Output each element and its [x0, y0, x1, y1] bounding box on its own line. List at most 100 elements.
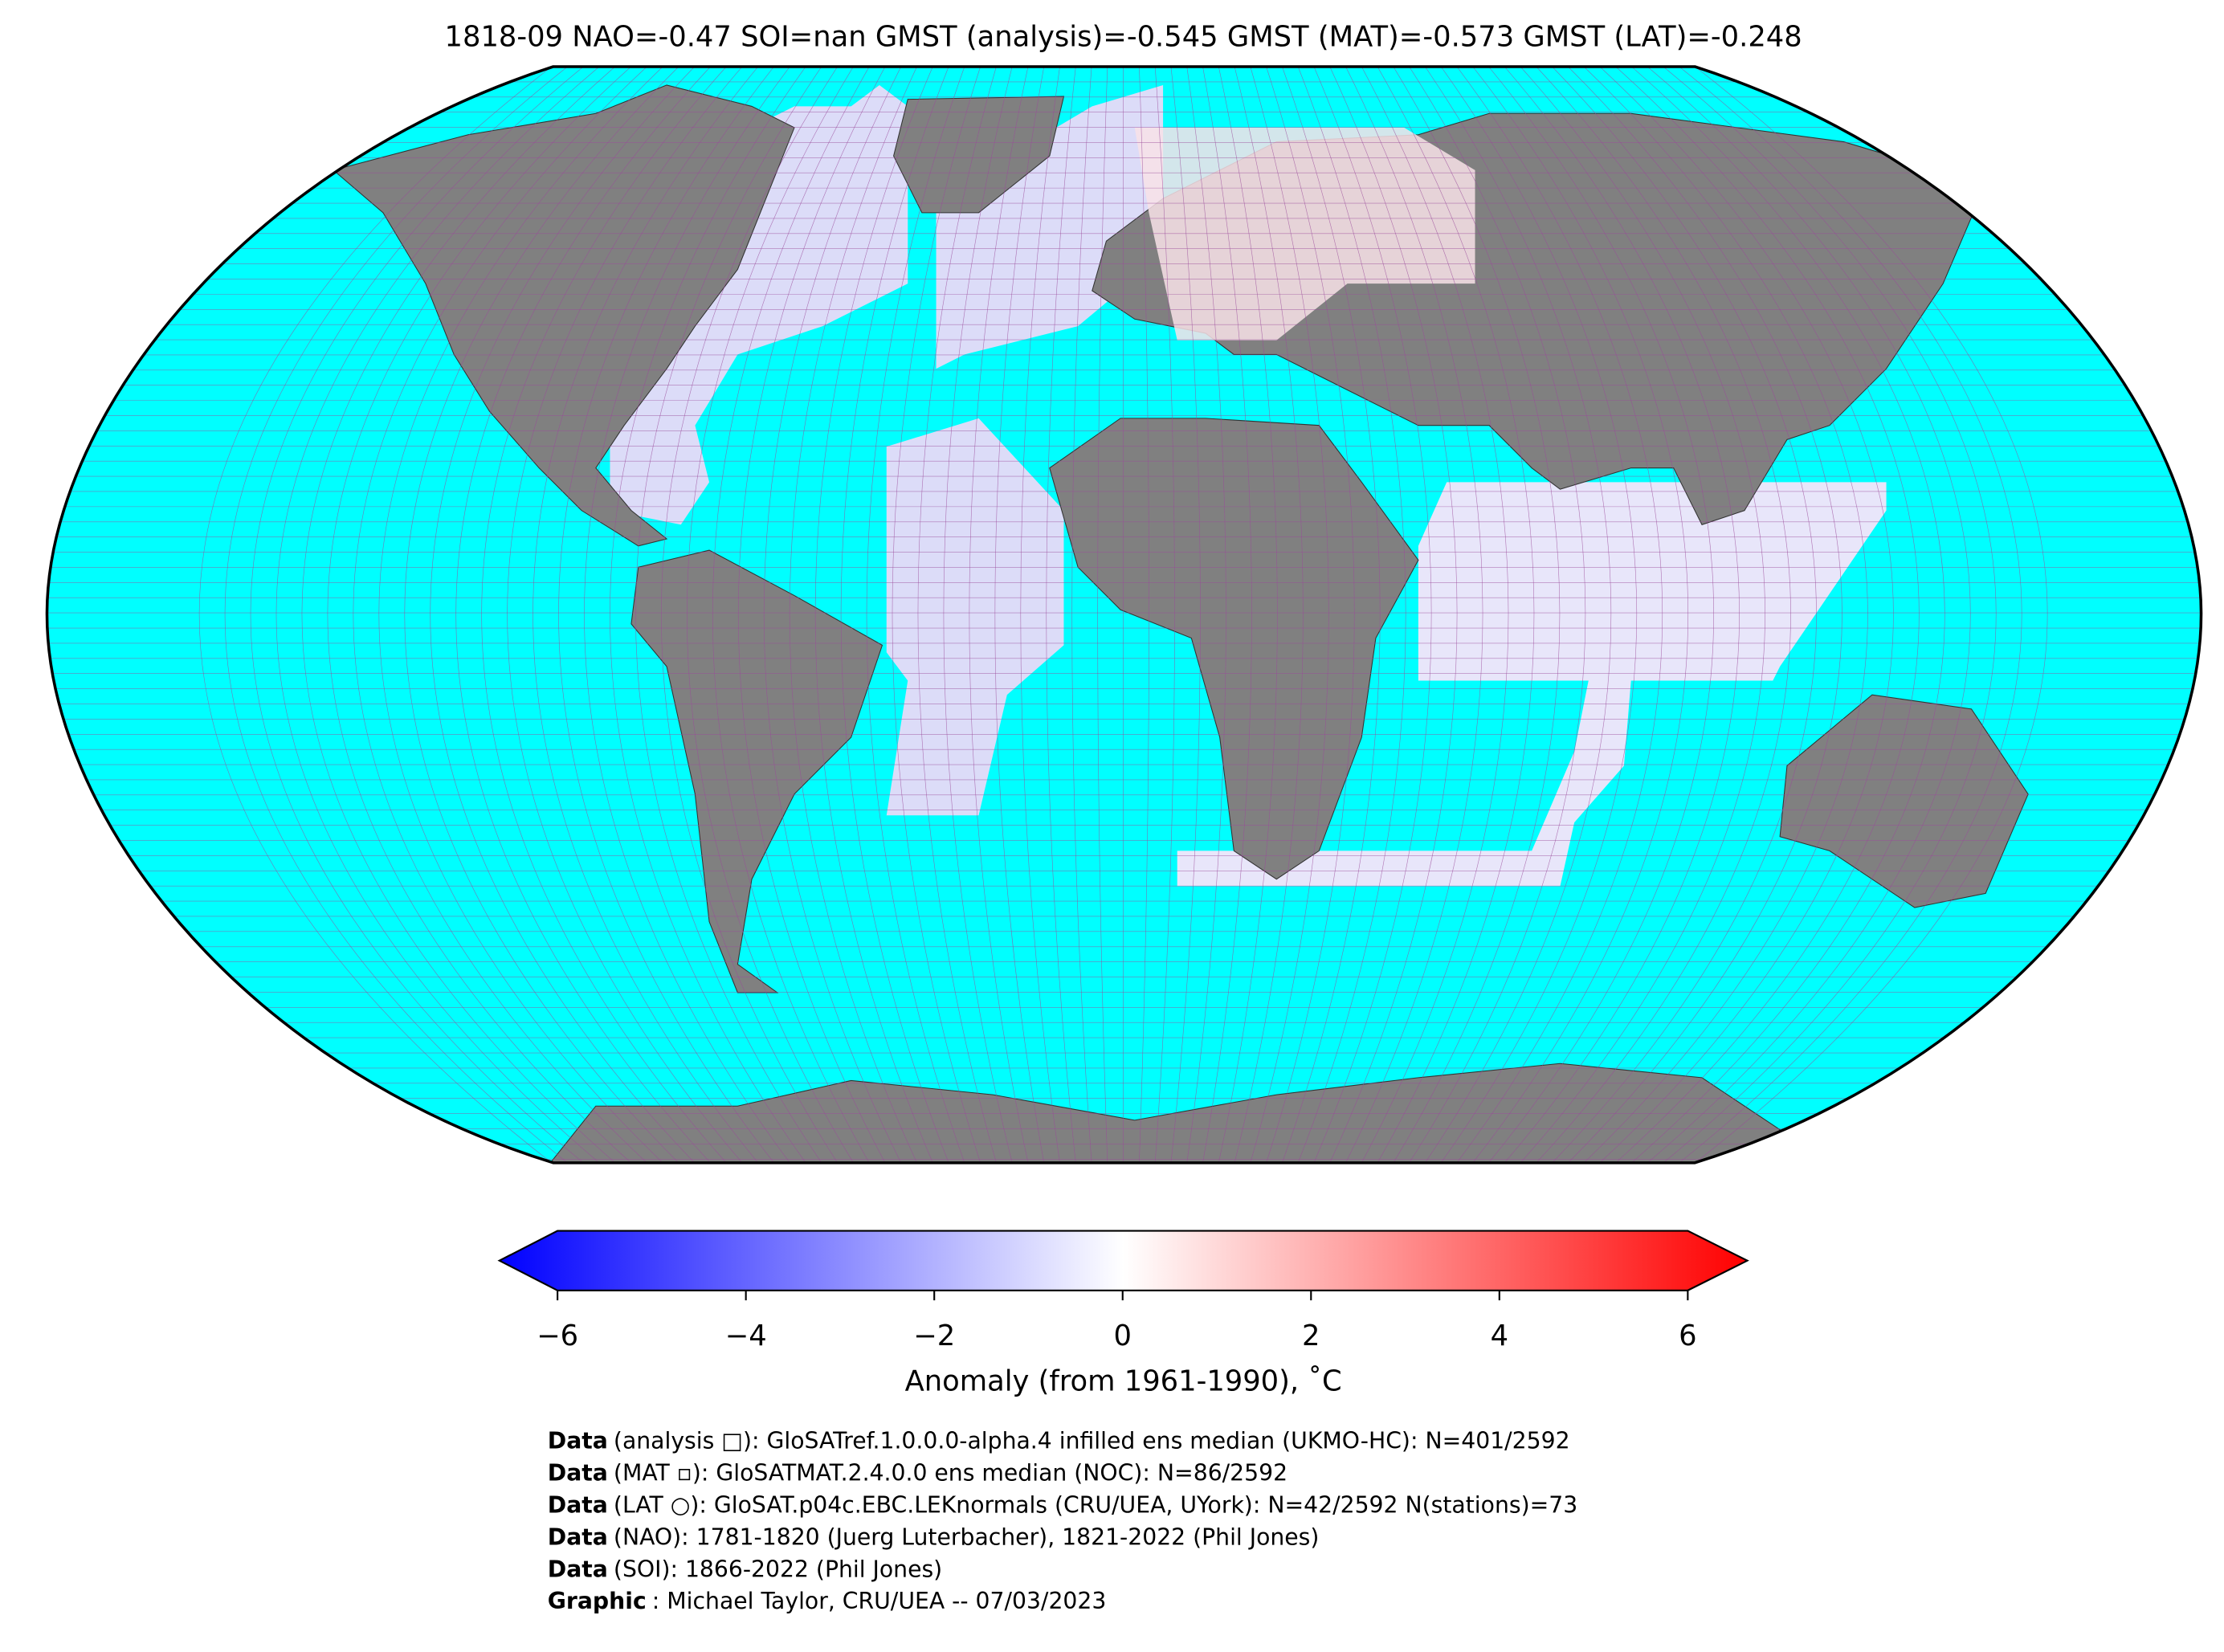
meridian — [250, 66, 584, 1163]
meridian — [584, 66, 790, 1163]
credit-bold: Data — [548, 1491, 608, 1518]
meridian — [1647, 66, 1971, 1163]
meridian — [1297, 66, 1406, 1163]
colorbar-tick-label: −2 — [913, 1320, 955, 1352]
credit-bold: Data — [548, 1460, 608, 1487]
colorbar-label: Anomaly (from 1961-1990), ˚C — [905, 1365, 1342, 1398]
meridian — [1154, 66, 1175, 1163]
meridian — [969, 66, 1029, 1163]
cell-patch — [886, 418, 1064, 816]
credit-text: : Michael Taylor, CRU/UEA -- 07/03/2023 — [652, 1588, 1107, 1614]
meridian — [840, 66, 949, 1163]
meridian — [1425, 66, 1612, 1163]
meridian — [1552, 66, 1817, 1163]
meridian — [1472, 66, 1688, 1163]
meridian — [1599, 66, 1894, 1163]
south-america — [630, 549, 883, 993]
credit-text: (NAO): 1781-1820 (Juerg Luterbacher), 18… — [614, 1524, 1319, 1550]
meridian — [1345, 66, 1483, 1163]
credit-line: Data (analysis □): GloSATref.1.0.0.0-alph… — [548, 1428, 1570, 1454]
meridian — [558, 66, 774, 1163]
credit-text: (SOI): 1866-2022 (Phil Jones) — [614, 1556, 942, 1582]
meridian — [404, 66, 679, 1163]
meridian — [353, 66, 647, 1163]
cell-patch — [1134, 127, 1475, 341]
meridian — [1097, 66, 1108, 1163]
meridian — [1186, 66, 1226, 1163]
credit-line: Data (NAO): 1781-1820 (Juerg Luterbacher)… — [548, 1524, 1320, 1550]
meridian — [1218, 66, 1278, 1163]
meridian — [1583, 66, 1868, 1163]
meridian — [1393, 66, 1561, 1163]
meridian — [814, 66, 933, 1163]
meridian — [1377, 66, 1535, 1163]
meridian — [866, 66, 965, 1163]
credit-text: (LAT ○): GloSAT.p04c.EBC.LEKnormals (CRU… — [614, 1491, 1577, 1518]
credit-text: (analysis □): GloSATref.1.0.0.0-alpha.4 … — [614, 1428, 1570, 1454]
north-america — [333, 84, 795, 547]
map — [47, 66, 2202, 1163]
meridian — [1695, 66, 2048, 1163]
meridian — [1440, 66, 1638, 1163]
meridian — [1234, 66, 1304, 1163]
meridian — [1202, 66, 1252, 1163]
meridian — [1520, 66, 1765, 1163]
credit-bold: Graphic — [548, 1588, 647, 1614]
meridian — [1170, 66, 1201, 1163]
meridian — [1361, 66, 1509, 1163]
meridian — [687, 66, 854, 1163]
meridian — [1250, 66, 1329, 1163]
meridian — [610, 66, 806, 1163]
colorbar-tick-label: 0 — [1114, 1320, 1132, 1352]
meridian — [455, 66, 711, 1163]
cell-patch — [1177, 482, 1887, 887]
meridian — [327, 66, 631, 1163]
meridian — [1615, 66, 1920, 1163]
meridian — [199, 66, 552, 1163]
meridian — [1020, 66, 1060, 1163]
meridian — [994, 66, 1045, 1163]
colorbar: Anomaly (from 1961-1990), ˚C −6 −4 −2 0 2 4 6 — [497, 1230, 1749, 1398]
meridian — [1488, 66, 1714, 1163]
map-border — [45, 65, 2203, 1165]
colorbar-bar — [497, 1230, 1749, 1291]
meridian — [1329, 66, 1458, 1163]
title: 1818-09 NAO=-0.47 SOI=nan GMST (analysis… — [445, 21, 1802, 54]
meridian — [1536, 66, 1791, 1163]
meridian — [1663, 66, 1997, 1163]
africa — [1049, 418, 1419, 880]
meridian — [635, 66, 822, 1163]
meridian — [892, 66, 981, 1163]
meridian — [1071, 66, 1092, 1163]
meridian — [661, 66, 838, 1163]
meridian — [224, 66, 568, 1163]
meridian — [301, 66, 616, 1163]
colorbar-tick-label: −4 — [725, 1320, 767, 1352]
meridian — [1409, 66, 1586, 1163]
meridian — [533, 66, 759, 1163]
meridian — [1568, 66, 1842, 1163]
credit-line: Data (MAT ▫): GloSATMAT.2.4.0.0 ens media… — [548, 1460, 1287, 1487]
colorbar-tick-label: 6 — [1679, 1320, 1696, 1352]
meridian — [1266, 66, 1355, 1163]
meridian — [1631, 66, 1945, 1163]
australia — [1779, 694, 2029, 908]
meridian — [430, 66, 695, 1163]
meridian — [917, 66, 997, 1163]
meridian — [738, 66, 886, 1163]
credit-bold: Data — [548, 1428, 608, 1454]
meridian — [1679, 66, 2022, 1163]
meridian — [275, 66, 600, 1163]
meridian — [378, 66, 663, 1163]
credits: Data (analysis □): GloSATref.1.0.0.0-alph… — [548, 1428, 1577, 1615]
credit-text: (MAT ▫): GloSATMAT.2.4.0.0 ens median (N… — [614, 1460, 1287, 1487]
credit-bold: Data — [548, 1524, 608, 1550]
colorbar-tick-label: 2 — [1302, 1320, 1320, 1352]
credit-line: Data (SOI): 1866-2022 (Phil Jones) — [548, 1556, 942, 1582]
meridian — [481, 66, 727, 1163]
credit-line: Graphic: Michael Taylor, CRU/UEA -- 07/0… — [548, 1588, 1107, 1614]
meridian — [1504, 66, 1740, 1163]
meridian — [1282, 66, 1381, 1163]
